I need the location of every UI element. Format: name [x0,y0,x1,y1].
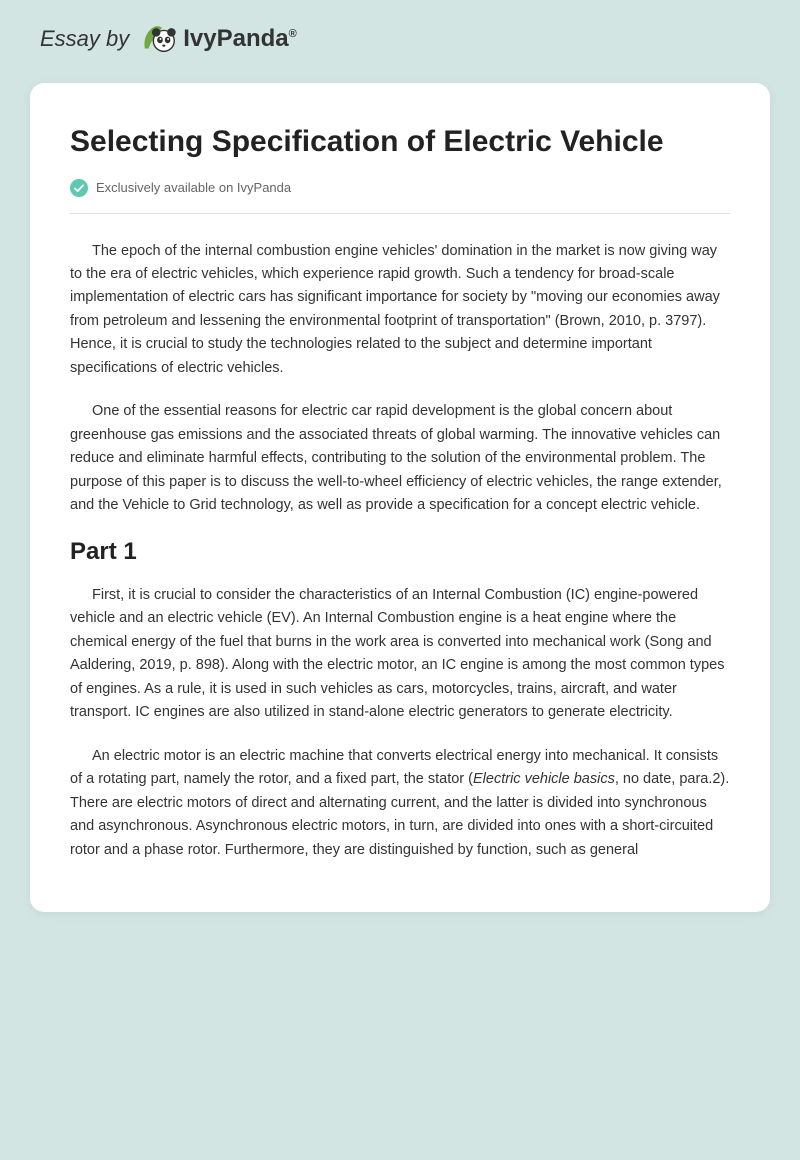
section-heading-part1: Part 1 [70,538,730,566]
document-paper: Selecting Specification of Electric Vehi… [30,83,770,912]
brand-name: IvyPanda® [183,25,297,53]
availability-row: Exclusively available on IvyPanda [70,179,730,214]
brand-header: Essay by IvyPanda® [30,20,770,58]
paragraph-4: An electric motor is an electric machine… [70,745,730,862]
essay-by-label: Essay by [40,26,129,52]
paragraph-1: The epoch of the internal combustion eng… [70,240,730,381]
p4-citation-italic: Electric vehicle basics [473,771,615,787]
reg-mark: ® [289,28,297,40]
paragraph-2: One of the essential reasons for electri… [70,400,730,517]
page-title: Selecting Specification of Electric Vehi… [70,123,730,161]
paragraph-3: First, it is crucial to consider the cha… [70,584,730,725]
brand-logo[interactable]: IvyPanda® [141,20,297,58]
availability-text: Exclusively available on IvyPanda [96,180,291,195]
panda-leaf-icon [141,20,179,58]
check-circle-icon [70,179,88,197]
